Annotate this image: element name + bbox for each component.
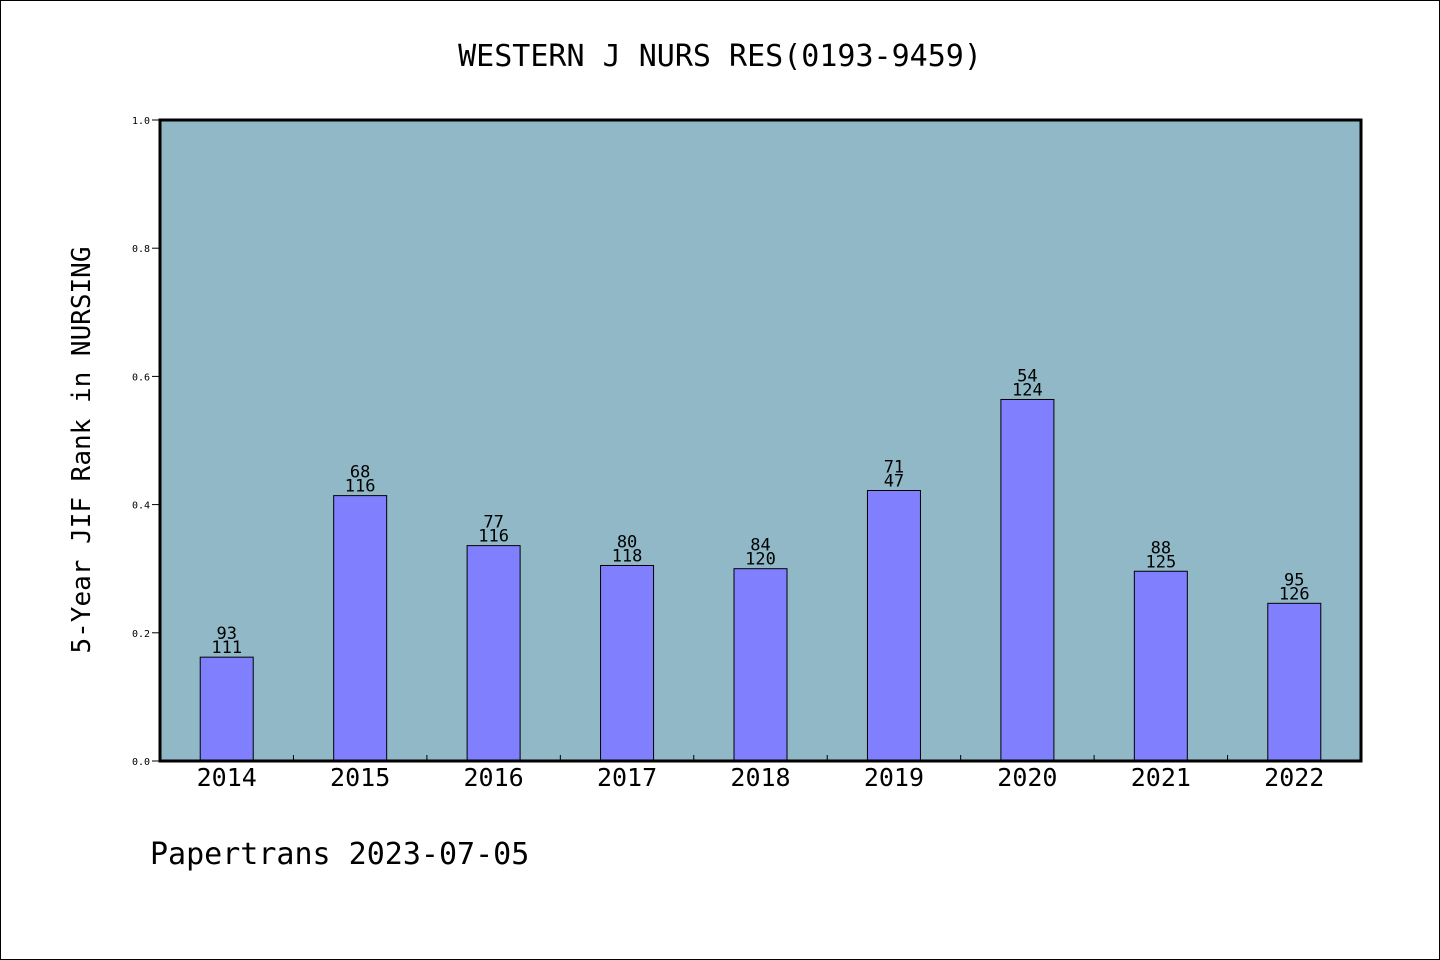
bar-label-top-2022: 95	[1284, 570, 1304, 590]
bar-label-top-2014: 93	[216, 624, 236, 644]
bar-label-bottom-2016: 116	[478, 527, 509, 547]
bar-label-top-2020: 54	[1017, 366, 1037, 386]
bar-label-bottom-2017: 118	[612, 546, 643, 566]
y-tick-label: 0.8	[132, 244, 150, 255]
y-tick-label: 0.2	[132, 629, 150, 640]
x-tick-label-2019: 2019	[864, 763, 924, 792]
bar-label-bottom-2022: 126	[1279, 584, 1310, 604]
y-axis: 0.0 0.2 0.4 0.6 0.8 1.0	[132, 116, 160, 768]
bars-group	[199, 398, 1322, 762]
bar-label-top-2016: 77	[483, 513, 503, 533]
bar-label-top-2017: 80	[617, 532, 637, 552]
bar-label-bottom-2014: 111	[211, 638, 242, 658]
x-tick-label-2016: 2016	[464, 763, 524, 792]
y-tick-label: 0.0	[132, 757, 150, 768]
bar-label-top-2015: 68	[350, 463, 370, 483]
bar-label-bottom-2015: 116	[345, 477, 376, 497]
bar-label-bottom-2019: 47	[884, 471, 904, 491]
bar-2016	[466, 545, 521, 762]
bar-2022	[1267, 602, 1322, 762]
y-tick-label: 0.6	[132, 372, 150, 383]
bar-2021	[1133, 570, 1188, 762]
y-tick-label: 0.4	[132, 501, 150, 512]
bar-2020	[1000, 398, 1055, 762]
y-axis-label: 5-Year JIF Rank in NURSING	[67, 247, 97, 654]
x-tick-label-2015: 2015	[330, 763, 390, 792]
footer-text: Papertrans 2023-07-05	[150, 837, 529, 872]
x-tick-label-2020: 2020	[997, 763, 1057, 792]
bar-label-top-2018: 84	[750, 536, 770, 556]
y-tick-label: 1.0	[132, 116, 150, 127]
bar-label-top-2021: 88	[1151, 538, 1171, 558]
bar-2017	[600, 564, 655, 762]
bar-2019	[866, 489, 921, 762]
bar-label-bottom-2021: 125	[1145, 552, 1176, 572]
x-tick-label-2022: 2022	[1264, 763, 1324, 792]
chart-title: WESTERN J NURS RES(0193-9459)	[458, 39, 982, 74]
x-tick-label-2018: 2018	[730, 763, 790, 792]
plot-border	[158, 118, 1363, 763]
bar-2015	[333, 495, 388, 762]
bar-2018	[733, 568, 788, 762]
x-tick-label-2017: 2017	[597, 763, 657, 792]
bar-label-top-2019: 71	[884, 457, 904, 477]
x-axis: 2014 2015 2016 2017 2018 2019 2020 2021 2022	[197, 755, 1324, 792]
bar-label-bottom-2020: 124	[1012, 380, 1043, 400]
x-tick-label-2014: 2014	[197, 763, 257, 792]
bar-label-bottom-2018: 120	[745, 550, 776, 570]
bar-2014	[199, 656, 254, 762]
x-tick-label-2021: 2021	[1131, 763, 1191, 792]
